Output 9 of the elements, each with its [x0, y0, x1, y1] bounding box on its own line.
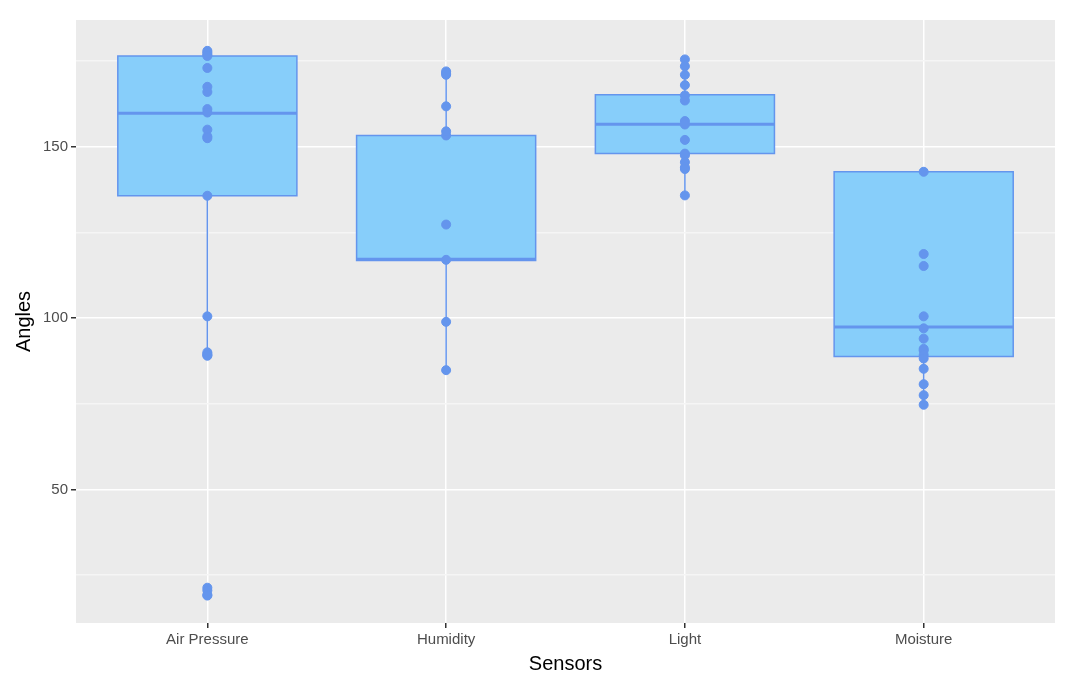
x-tick-label: Light: [668, 630, 702, 648]
y-tick-label: 50: [51, 479, 69, 497]
x-tick-label: Humidity: [416, 630, 476, 648]
y-tick-label: 150: [43, 136, 69, 154]
y-axis-title: Angles: [11, 290, 34, 353]
x-tick-label: Moisture: [894, 630, 953, 648]
x-tick-label: Air Pressure: [166, 630, 249, 648]
y-tick-label: 100: [43, 308, 69, 326]
x-axis-title: Sensors: [528, 651, 603, 674]
